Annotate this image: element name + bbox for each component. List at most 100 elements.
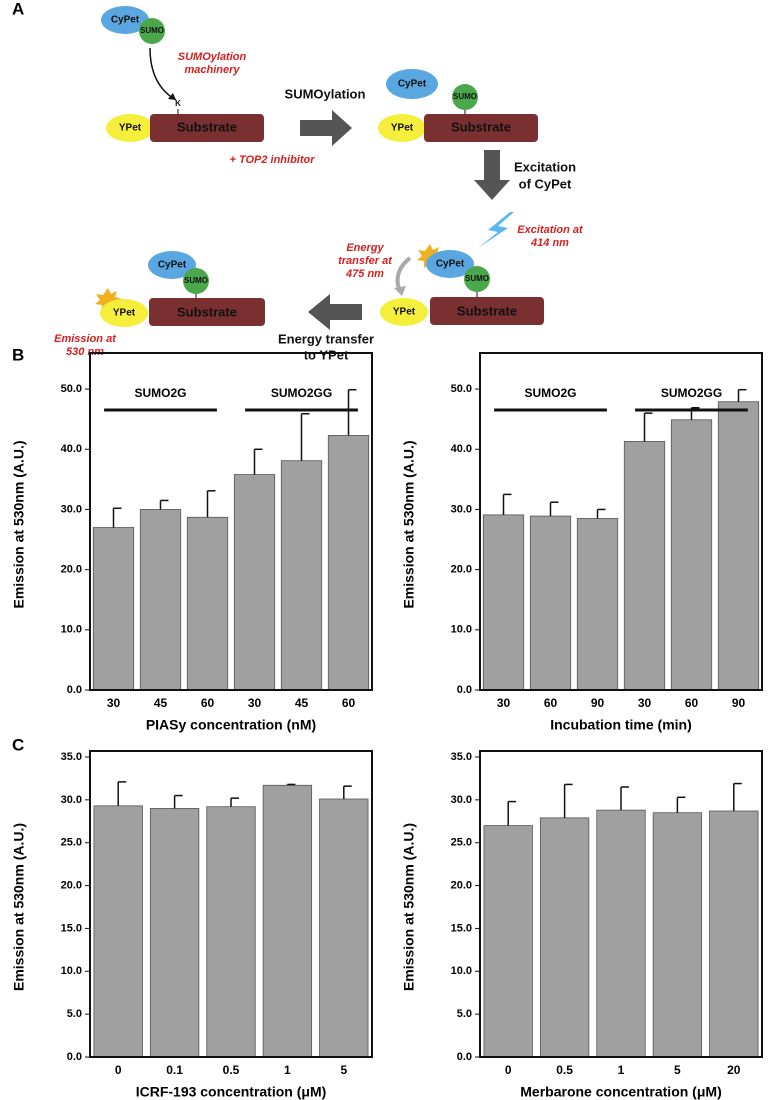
substrate-label: Substrate	[457, 303, 517, 318]
y-tick-label: 0.0	[67, 1051, 82, 1063]
bar	[529, 515, 572, 691]
y-tick-label: 10.0	[61, 624, 82, 636]
step-arrow	[474, 150, 510, 200]
substrate	[150, 114, 264, 142]
y-tick-label: 35.0	[451, 751, 472, 763]
lysine: K	[175, 99, 181, 108]
sumo	[139, 18, 165, 44]
y-tick-label: 10.0	[61, 965, 82, 977]
bar	[319, 798, 369, 1058]
step-label: SUMOylation	[285, 86, 366, 101]
y-tick-label: 5.0	[457, 1008, 472, 1020]
bar	[186, 516, 229, 691]
step-sumoylated: CyPet SUMO YPet Substrate	[378, 69, 538, 142]
step-label: Excitation	[514, 159, 576, 174]
y-tick-label: 20.0	[451, 564, 472, 576]
y-tick-label: 30.0	[451, 794, 472, 806]
bar	[280, 460, 323, 691]
cypet-label: CyPet	[436, 259, 465, 270]
cypet-label: CyPet	[398, 79, 427, 90]
substrate	[430, 297, 544, 325]
x-tick-label: 0	[115, 1063, 122, 1077]
x-tick-label: 20	[727, 1063, 741, 1077]
cypet-label: CyPet	[111, 15, 140, 26]
x-tick-label: 90	[732, 696, 746, 710]
ypet-label: YPet	[393, 307, 416, 318]
panel-label: C	[12, 735, 24, 754]
y-axis-label: Emission at 530nm (A.U.)	[11, 440, 27, 608]
x-tick-label: 0.5	[556, 1063, 573, 1077]
lightning	[478, 212, 514, 248]
note: 530 nm	[66, 346, 104, 358]
note: SUMOylation	[178, 51, 247, 63]
bar	[717, 401, 760, 691]
arrow	[149, 47, 177, 101]
x-tick-label: 30	[497, 696, 511, 710]
note: + TOP2 inhibitor	[229, 154, 315, 166]
y-tick-label: 40.0	[61, 443, 82, 455]
x-axis-label: Incubation time (min)	[550, 717, 692, 733]
note: Emission at	[54, 333, 117, 345]
bar	[139, 509, 182, 691]
bar	[92, 527, 135, 691]
cypet	[426, 250, 474, 278]
group-label: SUMO2GG	[271, 386, 332, 400]
x-tick-label: 60	[342, 696, 356, 710]
y-tick-label: 25.0	[61, 837, 82, 849]
bar	[596, 809, 646, 1058]
x-tick-label: 60	[201, 696, 215, 710]
plot-frame	[89, 352, 373, 691]
y-tick-label: 30.0	[451, 503, 472, 515]
x-tick-label: 30	[107, 696, 121, 710]
step-label: Energy transfer	[278, 331, 374, 346]
x-tick-label: 45	[295, 696, 309, 710]
y-tick-label: 50.0	[61, 383, 82, 395]
substrate	[424, 114, 538, 142]
sumo-label: SUMO	[140, 26, 164, 35]
cypet-label: CyPet	[158, 260, 187, 271]
note: 475 nm	[345, 268, 384, 280]
sumo-label: SUMO	[184, 276, 208, 285]
ypet-label: YPet	[113, 308, 136, 319]
y-tick-label: 25.0	[451, 837, 472, 849]
note: 414 nm	[530, 237, 569, 249]
y-tick-label: 20.0	[61, 879, 82, 891]
sumo	[183, 268, 209, 294]
note: Excitation at	[517, 224, 584, 236]
bar	[262, 784, 313, 1058]
y-tick-label: 20.0	[61, 564, 82, 576]
x-tick-label: 60	[685, 696, 699, 710]
bar	[206, 806, 256, 1058]
step-label: of CyPet	[519, 176, 572, 191]
bar	[539, 817, 590, 1058]
bar	[623, 441, 666, 691]
bar	[482, 514, 525, 691]
x-tick-label: 60	[544, 696, 558, 710]
group-label: SUMO2GG	[661, 386, 722, 400]
step-label: to YPet	[304, 347, 349, 362]
y-tick-label: 15.0	[451, 922, 472, 934]
step-excited: CyPet SUMO YPet Substrate	[380, 244, 544, 326]
bar	[483, 825, 533, 1058]
ypet	[100, 299, 148, 327]
bar	[149, 808, 200, 1058]
bar	[576, 518, 619, 691]
x-tick-label: 45	[154, 696, 168, 710]
substrate-label: Substrate	[177, 304, 237, 319]
ypet	[378, 114, 426, 142]
bar	[233, 474, 276, 691]
sumo	[464, 266, 490, 292]
y-tick-label: 50.0	[451, 383, 472, 395]
x-tick-label: 90	[591, 696, 605, 710]
y-tick-label: 0.0	[457, 684, 472, 696]
x-axis-label: Merbarone concentration (μM)	[520, 1084, 721, 1100]
x-axis-label: ICRF-193 concentration (μM)	[136, 1084, 327, 1100]
step-emission: CyPet SUMO YPet Substrate	[95, 251, 265, 327]
x-tick-label: 0	[505, 1063, 512, 1077]
x-tick-label: 30	[638, 696, 652, 710]
x-tick-label: 0.1	[166, 1063, 183, 1077]
bar	[327, 435, 370, 691]
arrowhead	[394, 286, 406, 296]
ypet	[106, 114, 154, 142]
note: machinery	[184, 64, 240, 76]
